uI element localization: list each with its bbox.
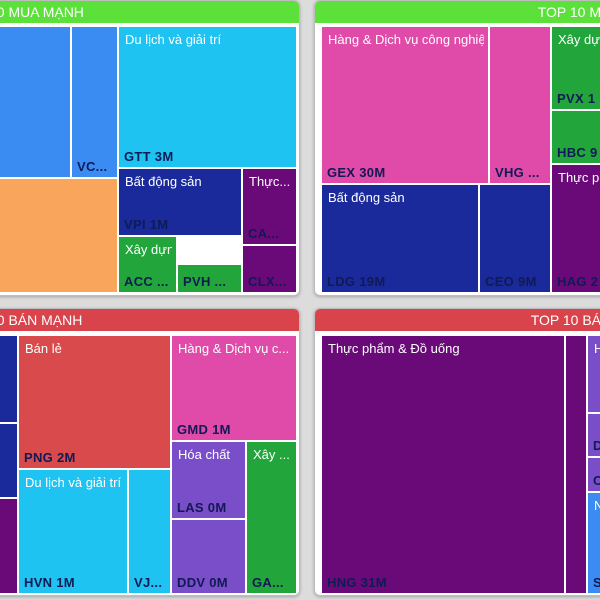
sector-label: Du lịch và giải trí (25, 475, 122, 490)
treemap-cell[interactable]: CLX... (242, 245, 297, 293)
sector-label: Hóa chất (178, 447, 231, 462)
ticker-label: GMD 1M (177, 422, 231, 437)
ticker-label: LAS 0M (177, 500, 227, 515)
treemap-cell[interactable]: H (587, 335, 600, 413)
ticker-label: C (593, 473, 600, 488)
ticker-label: GEX 30M (327, 165, 386, 180)
treemap-cell[interactable]: VJ... (128, 469, 171, 594)
ticker-label: D (593, 438, 600, 453)
treemap-hose-buy: VC... Du lịch và giải trí GTT 3M Bất động… (0, 26, 299, 295)
treemap-cell[interactable] (0, 423, 18, 498)
ticker-label: VPI 1M (124, 217, 169, 232)
treemap-cell[interactable]: Du lịch và giải trí GTT 3M (118, 26, 297, 168)
sector-label: H (594, 341, 600, 356)
treemap-cell[interactable]: Xây dựng và Vậ... ACC ... (118, 236, 177, 293)
ticker-label: CEO 9M (485, 274, 537, 289)
treemap-cell[interactable]: CEO 9M (479, 184, 551, 293)
treemap-cell[interactable] (0, 26, 71, 178)
treemap-cell[interactable]: Xây dựn PVX 1 (551, 26, 600, 110)
panel-hose-buy-header: 10 MUA MẠNH (0, 1, 299, 23)
treemap-cell[interactable]: Bất động sản VPI 1M (118, 168, 242, 236)
treemap-cell[interactable]: Thực phẩm & Đồ uống HNG 31M (321, 335, 565, 594)
ticker-label: HAG 2 (557, 274, 599, 289)
ticker-label: CLX... (248, 274, 287, 289)
sector-label: Bán lẻ (25, 341, 62, 356)
sector-label: Thực ph (558, 170, 600, 185)
ticker-label: CA... (248, 226, 280, 241)
treemap-cell[interactable]: Hàng & Dịch vụ c... GMD 1M (171, 335, 297, 441)
treemap-cell[interactable]: DDV 0M (171, 519, 246, 594)
panel-hose-buy: 10 MUA MẠNH VC... Du lịch và giải trí GTT… (0, 0, 300, 296)
treemap-cell[interactable] (0, 335, 18, 423)
treemap-cell[interactable]: Bất động sản LDG 19M (321, 184, 479, 293)
ticker-label: HBC 9 (557, 145, 598, 160)
panel-hnx-buy: TOP 10 M Hàng & Dịch vụ công nghiệp GEX 3… (314, 0, 600, 296)
treemap-cell[interactable]: PVH ... (177, 264, 242, 293)
treemap-cell[interactable]: Xây ... GA... (246, 441, 297, 594)
ticker-label: HVN 1M (24, 575, 75, 590)
sector-label: Xây ... (253, 447, 290, 462)
treemap-cell[interactable]: Du lịch và giải trí HVN 1M (18, 469, 128, 594)
sector-label: Xây dựng và Vậ... (125, 242, 172, 257)
treemap-cell[interactable] (0, 178, 118, 293)
panel-hose-sell: 10 BÁN MẠNH Bán lẻ PNG 2M Hàng & Dịch vụ … (0, 308, 300, 596)
sector-label: Thực phẩm & Đồ uống (328, 341, 460, 356)
sector-label: N (594, 498, 600, 513)
treemap-cell[interactable]: VHG ... (489, 26, 551, 184)
treemap-cell[interactable] (0, 498, 18, 594)
sector-label: Bất động sản (125, 174, 202, 189)
panel-hnx-sell-header: TOP 10 BÁ (315, 309, 600, 331)
ticker-label: PNG 2M (24, 450, 76, 465)
ticker-label: HNG 31M (327, 575, 387, 590)
ticker-label: GA... (252, 575, 284, 590)
ticker-label: GTT 3M (124, 149, 174, 164)
treemap-cell[interactable]: Hóa chất LAS 0M (171, 441, 246, 519)
treemap-cell[interactable]: HBC 9 (551, 110, 600, 164)
panel-hnx-buy-header: TOP 10 M (315, 1, 600, 23)
ticker-label: VHG ... (495, 165, 540, 180)
ticker-label: LDG 19M (327, 274, 386, 289)
ticker-label: PVH ... (183, 274, 227, 289)
treemap-cell[interactable]: Hàng & Dịch vụ công nghiệp GEX 30M (321, 26, 489, 184)
sector-label: Xây dựn (558, 32, 600, 47)
sector-label: Du lịch và giải trí (125, 32, 222, 47)
treemap-cell[interactable]: Bán lẻ PNG 2M (18, 335, 171, 469)
treemap-cell[interactable] (565, 335, 587, 594)
panel-hnx-sell: TOP 10 BÁ Thực phẩm & Đồ uống HNG 31M H D… (314, 308, 600, 596)
ticker-label: VJ... (134, 575, 163, 590)
ticker-label: S (593, 575, 600, 590)
treemap-cell[interactable]: C (587, 457, 600, 492)
sector-label: Thực... (249, 174, 291, 189)
sector-label: Hàng & Dịch vụ c... (178, 341, 290, 356)
sector-label: Bất động sản (328, 190, 405, 205)
treemap-hnx-buy: Hàng & Dịch vụ công nghiệp GEX 30M VHG ..… (315, 26, 600, 295)
treemap-cell[interactable]: D (587, 413, 600, 457)
ticker-label: VC... (77, 159, 108, 174)
sector-label: Hàng & Dịch vụ công nghiệp (328, 32, 484, 47)
treemap-cell[interactable]: Thực... CA... (242, 168, 297, 245)
ticker-label: DDV 0M (177, 575, 228, 590)
treemap-cell[interactable]: Thực ph HAG 2 (551, 164, 600, 293)
treemap-cell[interactable]: VC... (71, 26, 118, 178)
ticker-label: ACC ... (124, 274, 169, 289)
panel-hose-sell-header: 10 BÁN MẠNH (0, 309, 299, 331)
treemap-hose-sell: Bán lẻ PNG 2M Hàng & Dịch vụ c... GMD 1M D… (0, 335, 299, 595)
ticker-label: PVX 1 (557, 91, 596, 106)
treemap-cell[interactable]: NS (587, 492, 600, 594)
